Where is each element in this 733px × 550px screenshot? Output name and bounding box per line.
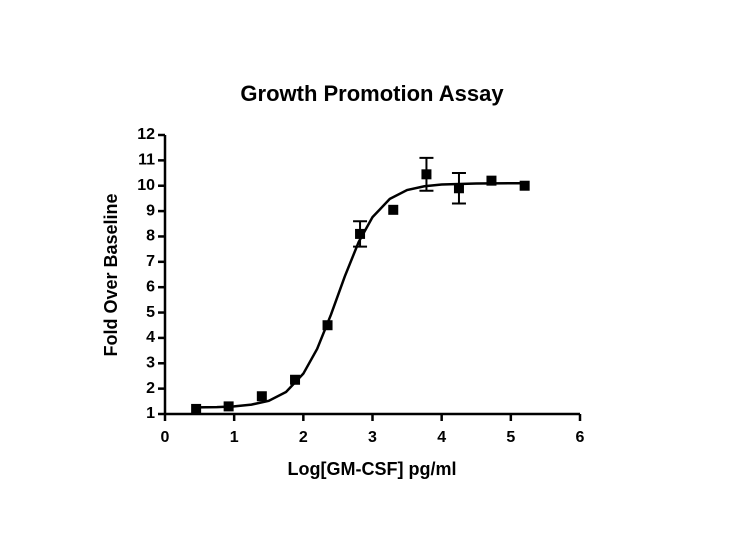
y-tick-label: 11	[138, 152, 155, 169]
y-tick-label: 4	[146, 329, 155, 346]
y-tick-label: 5	[146, 304, 155, 321]
data-point	[486, 175, 497, 186]
y-tick-label: 9	[146, 202, 155, 219]
y-axis-label: Fold Over Baseline	[101, 193, 121, 356]
data-point	[388, 204, 399, 215]
data-point	[290, 374, 301, 385]
y-tick-label: 3	[146, 354, 155, 371]
y-tick-label: 12	[137, 126, 155, 143]
data-point	[191, 403, 202, 414]
fit-curve	[196, 181, 525, 409]
data-point	[421, 169, 432, 180]
data-point	[355, 228, 366, 239]
y-tick-label: 1	[146, 405, 155, 422]
y-tick-label: 6	[146, 278, 155, 295]
x-tick-label: 6	[576, 429, 585, 446]
x-tick-label: 4	[437, 429, 446, 446]
y-tick-label: 2	[146, 380, 155, 397]
data-point	[519, 180, 530, 191]
x-tick-label: 3	[368, 429, 377, 446]
x-tick-label: 1	[230, 429, 239, 446]
y-tick-label: 8	[146, 228, 155, 245]
x-tick-label: 5	[506, 429, 515, 446]
chart-title: Growth Promotion Assay	[240, 81, 504, 106]
x-axis-label: Log[GM-CSF] pg/ml	[288, 459, 457, 479]
y-tick-label: 7	[146, 253, 155, 270]
x-tick-label: 0	[161, 429, 170, 446]
data-point	[256, 391, 267, 402]
y-tick-label: 10	[137, 177, 155, 194]
data-point	[453, 183, 464, 194]
x-tick-label: 2	[299, 429, 308, 446]
